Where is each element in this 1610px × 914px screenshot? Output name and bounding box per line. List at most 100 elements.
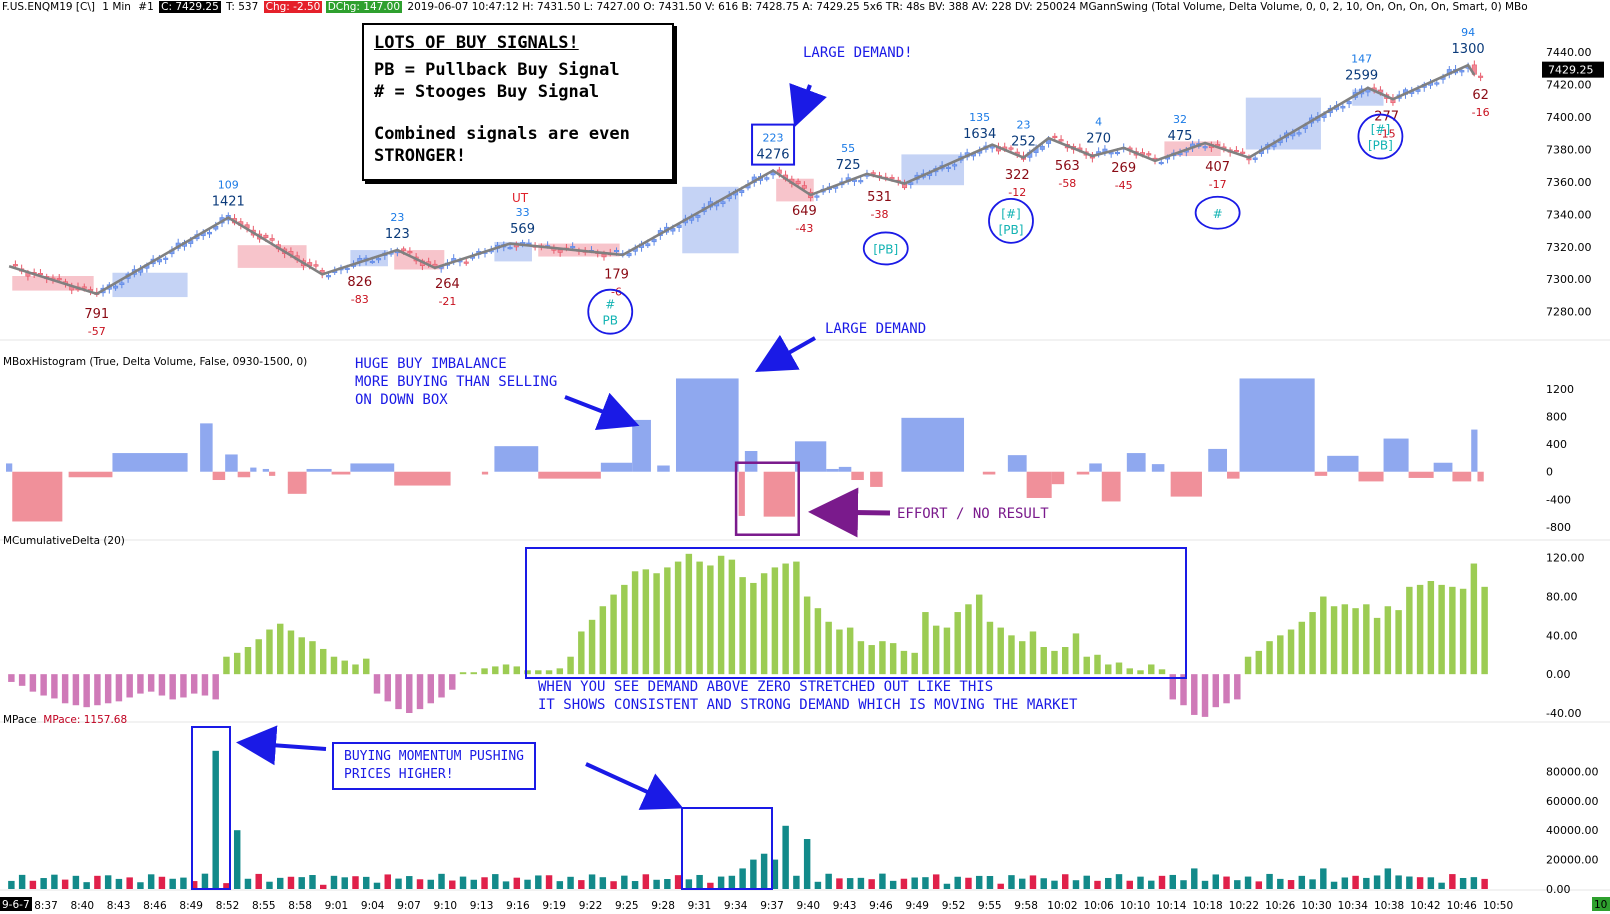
cumdelta-bar	[814, 608, 822, 675]
pace-bar	[1395, 875, 1402, 889]
up-candle	[163, 257, 169, 260]
pace-bar	[395, 878, 402, 889]
up-candle	[1459, 70, 1465, 73]
cumdelta-bar	[1298, 621, 1306, 675]
pace-bar	[932, 874, 940, 889]
cumdelta-bar	[599, 606, 607, 675]
date-marker	[0, 897, 32, 911]
pace-bar	[287, 876, 295, 889]
pace-bar	[1363, 877, 1370, 889]
pace-axis-tick: 60000.00	[1546, 795, 1599, 808]
pace-bar	[40, 878, 47, 889]
last-price-value: 7429.25	[175, 1, 219, 13]
pace-bar	[846, 878, 854, 889]
pace-bar	[481, 877, 488, 889]
pace-bar	[1018, 878, 1026, 889]
histogram-bar	[1227, 471, 1240, 479]
pace-bar	[126, 877, 133, 889]
swing-volume-label: 475	[1168, 129, 1193, 144]
pace-bar	[1416, 877, 1424, 889]
down-candle	[795, 180, 801, 185]
up-candle	[651, 238, 657, 243]
pace-bar	[492, 874, 499, 889]
swing-volume-label: 1421	[212, 195, 245, 210]
up-candle	[814, 195, 820, 198]
swing-delta-label: 23	[1017, 119, 1031, 132]
cumdelta-bar	[1330, 606, 1338, 675]
swing-delta-label: -58	[1058, 177, 1076, 190]
cumdelta-bar	[40, 674, 47, 696]
up-candle	[1434, 82, 1440, 85]
pace-bar	[793, 875, 800, 889]
cumdelta-bar	[395, 674, 402, 710]
cumdelta-bar	[1363, 604, 1370, 675]
swing-delta-label: 109	[218, 179, 239, 192]
histogram-bar	[1151, 464, 1165, 472]
up-candle	[1202, 146, 1208, 149]
cumdelta-bar	[1201, 674, 1209, 717]
pace-bar	[1384, 868, 1392, 889]
cumdelta-bar	[1416, 584, 1424, 675]
large-demand-note-top: LARGE DEMAND!	[803, 45, 913, 61]
histogram-bar	[394, 471, 451, 486]
cumdelta-bar	[900, 650, 908, 675]
cumdelta-bar	[1320, 596, 1327, 675]
swing-volume-label: 563	[1055, 159, 1080, 174]
pace-bar	[1051, 880, 1058, 889]
cumdelta-bar	[406, 674, 413, 713]
histogram-axis-tick: -400	[1546, 493, 1571, 506]
cumdelta-bar	[1018, 641, 1026, 675]
cumdelta-bar	[190, 674, 198, 694]
cumdelta-bar	[352, 664, 359, 675]
cumdelta-bar	[147, 674, 155, 692]
pace-bar	[1266, 873, 1273, 889]
up-candle	[1415, 89, 1421, 92]
swing-volume-label: 1300	[1452, 42, 1485, 57]
down-candle	[601, 254, 607, 258]
price-axis-tick: 7360.00	[1546, 176, 1592, 189]
swing-volume-label: 4276	[756, 148, 789, 163]
cumdelta-axis-tick: 0.00	[1546, 668, 1571, 681]
signals-title: LOTS OF BUY SIGNALS!	[374, 33, 579, 53]
cumdelta-bar	[556, 668, 564, 675]
cumdelta-axis-tick: 80.00	[1546, 591, 1578, 604]
down-candle	[1058, 139, 1064, 142]
histogram-bar	[826, 468, 839, 472]
pace-bar	[1008, 875, 1015, 889]
histogram-bar	[250, 467, 257, 472]
histogram-bar	[225, 454, 238, 472]
histogram-bar	[763, 471, 795, 517]
pace-bar	[94, 875, 101, 889]
histogram-bar	[212, 471, 226, 481]
pace-bar	[674, 875, 682, 889]
pace-bar	[1287, 880, 1295, 889]
swing-volume-label: 252	[1011, 135, 1036, 150]
symbol-label[interactable]: F.US.ENQM19 [C\]	[2, 1, 95, 13]
cumdelta-bar	[1158, 669, 1166, 675]
interval-label[interactable]: 1 Min	[102, 1, 131, 13]
pace-bar	[653, 879, 660, 889]
pace-bar	[588, 874, 596, 889]
pace-bar	[1212, 874, 1220, 889]
up-candle	[570, 246, 576, 249]
time-axis-tick: 9:46	[869, 900, 893, 912]
cumdelta-bar	[287, 630, 295, 675]
demand-stretch-box	[525, 547, 1187, 679]
cumdelta-bar	[1255, 650, 1263, 675]
pace-bar	[1298, 875, 1306, 889]
cumdelta-bar	[470, 672, 478, 675]
pace-bar	[642, 874, 650, 889]
cumdelta-bar	[782, 563, 789, 675]
histogram-bar	[794, 441, 827, 472]
cumdelta-bar	[180, 674, 187, 698]
cumdelta-bar	[653, 573, 660, 675]
pace-bar	[1062, 874, 1069, 889]
cumdelta-bar	[309, 641, 316, 675]
pace-bar	[1201, 880, 1209, 889]
time-axis-tick: 10:34	[1338, 900, 1369, 912]
time-axis-tick: 10:42	[1410, 900, 1440, 912]
cumdelta-bar	[825, 621, 832, 675]
swing-volume-label: 269	[1111, 161, 1136, 176]
swing-volume-label: 2599	[1345, 69, 1378, 84]
